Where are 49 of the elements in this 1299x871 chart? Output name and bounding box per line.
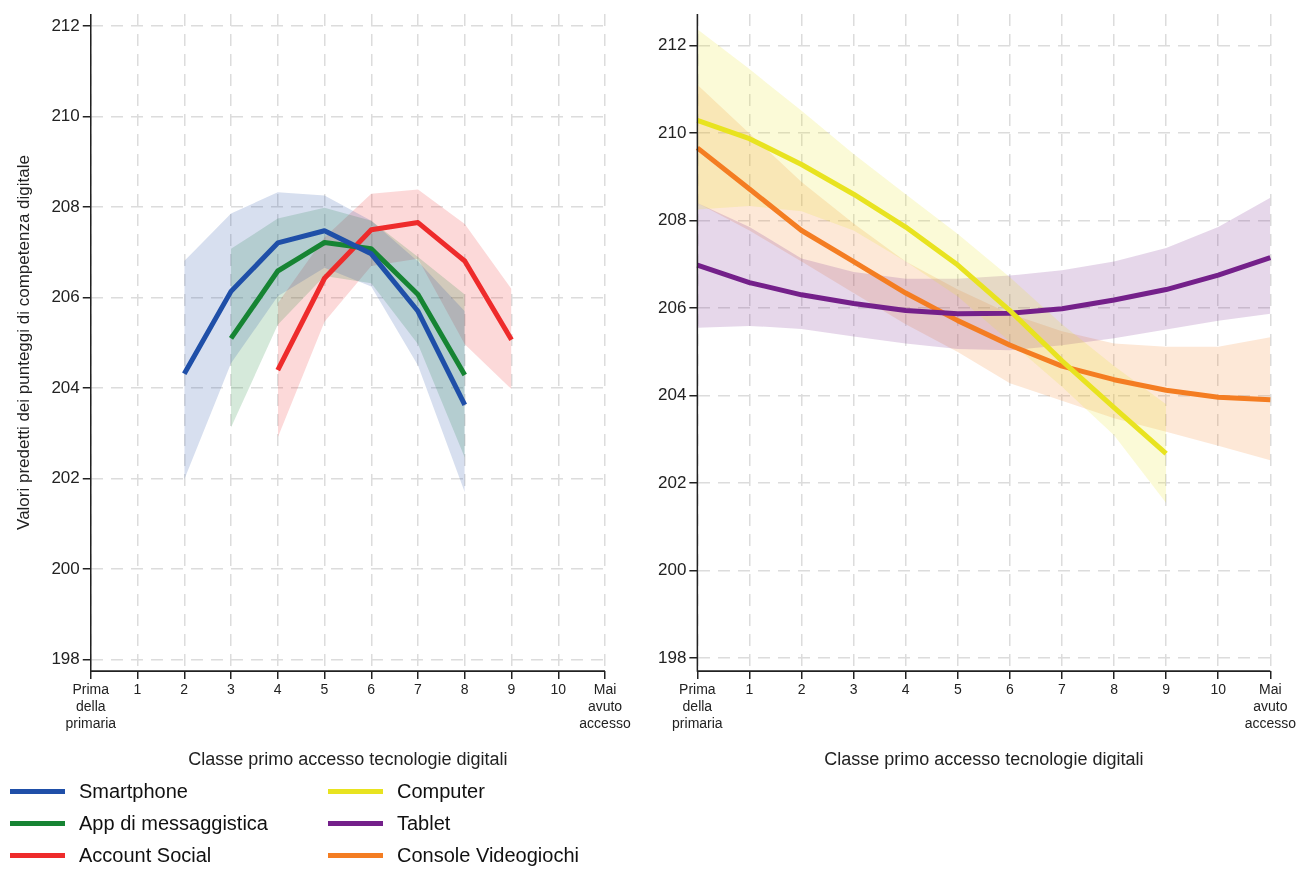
x-tick-label: 7 xyxy=(414,681,423,698)
y-tick-label: 202 xyxy=(51,468,80,488)
x-tick-label: 6 xyxy=(367,681,376,698)
x-tick-label: 10 xyxy=(1210,681,1227,698)
x-tick-label: 2 xyxy=(797,681,806,698)
y-tick-label: 200 xyxy=(51,558,80,578)
x-tick-label: 9 xyxy=(507,681,516,698)
y-tick-label: 198 xyxy=(657,647,687,667)
x-tick-label: 3 xyxy=(227,681,236,698)
legend-label: Account Social xyxy=(79,843,212,867)
x-tick-label: 5 xyxy=(320,681,329,698)
legend-label: Tablet xyxy=(396,811,451,835)
legend-label: App di messaggistica xyxy=(79,811,268,835)
x-tick-label: 1 xyxy=(745,681,754,698)
x-tick-label: 8 xyxy=(460,681,469,698)
y-tick-label: 204 xyxy=(657,385,687,405)
x-tick-label: 4 xyxy=(901,681,910,698)
y-tick-label: 206 xyxy=(657,297,687,317)
y-tick-label: 210 xyxy=(51,106,80,126)
x-tick-label: Prima della primaria xyxy=(65,681,117,731)
y-tick-label: 208 xyxy=(51,196,80,216)
x-tick-label: Mai avuto accesso xyxy=(1244,681,1297,731)
legend-label: Smartphone xyxy=(79,779,188,803)
y-tick-label: 208 xyxy=(657,210,687,230)
x-tick-label: 8 xyxy=(1110,681,1119,698)
y-tick-label: 212 xyxy=(51,15,80,35)
x-tick-label: Mai avuto accesso xyxy=(579,681,631,731)
x-tick-label: 7 xyxy=(1058,681,1067,698)
y-tick-label: 198 xyxy=(51,649,80,669)
x-axis-title: Classe primo accesso tecnologie digitali xyxy=(824,749,1144,770)
x-tick-label: Prima della primaria xyxy=(672,681,723,731)
x-tick-label: 9 xyxy=(1162,681,1171,698)
legend-label: Console Videogiochi xyxy=(396,843,579,867)
x-tick-label: 3 xyxy=(849,681,858,698)
x-tick-label: 10 xyxy=(550,681,567,698)
y-tick-label: 200 xyxy=(657,560,687,580)
x-tick-label: 4 xyxy=(273,681,282,698)
x-tick-label: 2 xyxy=(180,681,189,698)
x-tick-label: 1 xyxy=(133,681,142,698)
y-tick-label: 202 xyxy=(657,472,687,492)
y-tick-label: 212 xyxy=(657,35,687,55)
x-tick-label: 6 xyxy=(1005,681,1014,698)
y-tick-label: 210 xyxy=(657,122,687,142)
legend-label: Computer xyxy=(396,779,485,803)
x-axis-title: Classe primo accesso tecnologie digitali xyxy=(188,749,508,770)
y-tick-label: 204 xyxy=(51,377,80,397)
y-axis-title: Valori predetti dei punteggi di competenza digitale xyxy=(13,155,33,530)
y-tick-label: 206 xyxy=(51,287,80,307)
x-tick-label: 5 xyxy=(953,681,962,698)
